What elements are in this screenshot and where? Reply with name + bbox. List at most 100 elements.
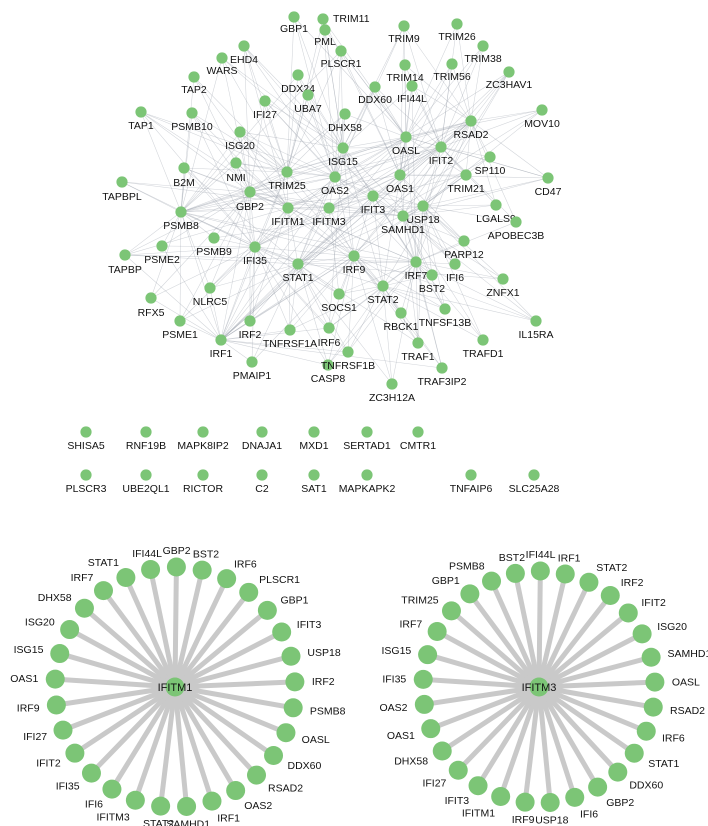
edge-trim25-oasl <box>286 136 407 173</box>
edge-psmb9-usp18 <box>213 205 424 239</box>
edge-traf1-samhd1 <box>402 215 419 344</box>
edge-wars-samhd1 <box>221 57 404 217</box>
star-label-isg20: ISG20 <box>657 621 687 633</box>
edge-isg15-stat2 <box>342 147 384 287</box>
edge-cd47-rsad2 <box>470 120 549 179</box>
node-label-plscr1: PLSCR1 <box>321 58 362 70</box>
isolated-label-plscr3: PLSCR3 <box>66 483 107 495</box>
star-label-isg20: ISG20 <box>25 616 55 628</box>
star-label-ifitm1: IFITM1 <box>462 808 495 820</box>
edge-wars-isg15 <box>221 57 344 149</box>
edge-tapbp-gbp2 <box>124 191 251 256</box>
edge-oas1-samhd1 <box>399 174 404 217</box>
edge-trim56-ifit2 <box>440 63 453 148</box>
edge-ifi6-isg15 <box>342 147 456 265</box>
edge-b2m-ifitm1 <box>183 167 289 209</box>
edge-psme1-gbp2 <box>179 191 251 322</box>
edge-irf1-stat1 <box>220 263 299 341</box>
star-label-rsad2: RSAD2 <box>670 705 705 717</box>
node-znfx1 <box>497 273 509 285</box>
isolated-label-mxd1: MXD1 <box>299 440 328 452</box>
star-node-stat2 <box>579 572 599 592</box>
edge-ddx24-trim25 <box>286 74 299 173</box>
edge-ifit3-irf7 <box>372 195 417 263</box>
edge-zc3hav1-stat2 <box>382 71 510 287</box>
edge-trim21-samhd1 <box>402 174 467 217</box>
edge-ifitm1-irf1 <box>220 207 289 341</box>
edge-ifi44l-rsad2 <box>411 85 472 122</box>
edge-ifitm1-samhd1 <box>287 207 404 217</box>
node-label-mov10: MOV10 <box>524 118 560 130</box>
node-ifi27 <box>259 95 271 107</box>
star-label-usp18: USP18 <box>535 814 568 826</box>
edge-trim38-ifit2 <box>440 45 484 148</box>
edge-mov10-ifit2 <box>440 109 543 148</box>
node-label-b2m: B2M <box>173 177 195 189</box>
isolated-node-sat1 <box>308 469 320 481</box>
star-edge-ifitm3-stat1 <box>536 684 637 756</box>
star-edge-ifitm1-samhd1 <box>172 684 190 809</box>
edge-lgals9-usp18 <box>422 204 497 207</box>
edge-irf9-psmb8 <box>180 211 355 257</box>
edge-ifit3-stat1 <box>297 195 374 265</box>
edge-b2m-gbp2 <box>183 167 251 193</box>
star-edge-ifitm1-stat1 <box>123 575 178 690</box>
star-node-gbp2 <box>588 777 608 797</box>
edge-usp18-irf1 <box>220 205 424 341</box>
star-edge-ifitm1-isg15 <box>57 651 178 690</box>
node-label-ehd4: EHD4 <box>230 54 258 66</box>
node-label-tapbpl: TAPBPL <box>102 191 142 203</box>
node-label-trim25: TRIM25 <box>268 180 306 192</box>
edge-trim9-oasl <box>403 25 407 138</box>
edge-trim14-ifit2 <box>404 64 442 148</box>
star-node-ifit2 <box>65 743 85 763</box>
star-edge-ifitm3-samhd1 <box>536 654 654 690</box>
star-label-bst2: BST2 <box>193 549 219 561</box>
star-edge-ifitm3-ddx60 <box>536 684 621 775</box>
edge-trim11-oas2 <box>322 18 336 178</box>
node-zc3hav1 <box>503 66 515 78</box>
edge-trim21-rsad2 <box>465 120 472 176</box>
node-tapbpl <box>116 176 128 188</box>
star-edge-ifitm1-irf7 <box>100 588 178 690</box>
edge-irf6-stat2 <box>328 285 384 329</box>
node-irf6 <box>323 322 335 334</box>
star-edge-ifitm1-stat2 <box>158 684 178 809</box>
edge-irf7-samhd1 <box>402 215 417 263</box>
star-node-samhd1 <box>641 647 661 667</box>
star-node-ifi44l <box>141 560 161 580</box>
edge-oas1-usp18 <box>399 174 424 207</box>
isolated-node-mapkapk2 <box>361 469 373 481</box>
edge-plscr1-psmb8 <box>180 50 342 213</box>
node-label-irf2: IRF2 <box>239 329 262 341</box>
star-edge-ifitm1-usp18 <box>172 653 294 690</box>
star-node-oasl <box>276 723 296 743</box>
star-edge-ifitm1-gbp2 <box>172 564 179 690</box>
star-node-oas2 <box>414 694 434 714</box>
star-node-ifi27 <box>448 760 468 780</box>
edge-stat1-oasl <box>297 136 407 265</box>
edge-gbp1-trim25 <box>286 16 295 173</box>
node-oas2 <box>329 171 341 183</box>
edge-ddx60-isg15 <box>342 86 376 149</box>
node-label-tnfrsf1a: TNFRSF1A <box>263 338 317 350</box>
edge-nlrc5-psmb8 <box>180 211 211 289</box>
node-label-irf7: IRF7 <box>405 270 428 282</box>
ifitm3-star-network: IRF1 STAT2 IRF2 IFIT2 ISG20 SAMHD1 OASL RSAD2 IR… <box>379 549 708 826</box>
node-label-znfx1: ZNFX1 <box>486 287 519 299</box>
network-nodes: TRIM11 GBP1 PML TRIM9 TRIM26 EHD4 TRIM38 WARS PL… <box>102 11 562 404</box>
isolated-node-mxd1 <box>308 426 320 438</box>
edge-trim21-ifitm3 <box>328 174 467 209</box>
edge-ifitm1-irf7 <box>287 207 417 263</box>
isolated-label-sertad1: SERTAD1 <box>343 440 391 452</box>
node-label-irf6: IRF6 <box>318 337 341 349</box>
edge-socs1-ifitm3 <box>328 207 340 295</box>
star-node-isg20 <box>60 620 80 640</box>
edge-sp110-stat1 <box>297 156 491 265</box>
star-edge-ifitm3-oas1 <box>428 684 542 732</box>
edge-tap2-psmb8 <box>180 76 195 213</box>
node-sp110 <box>484 151 496 163</box>
star-node-stat1 <box>116 568 136 588</box>
edge-rsad2-irf1 <box>220 120 472 341</box>
edge-irf6-stat1 <box>297 263 330 329</box>
